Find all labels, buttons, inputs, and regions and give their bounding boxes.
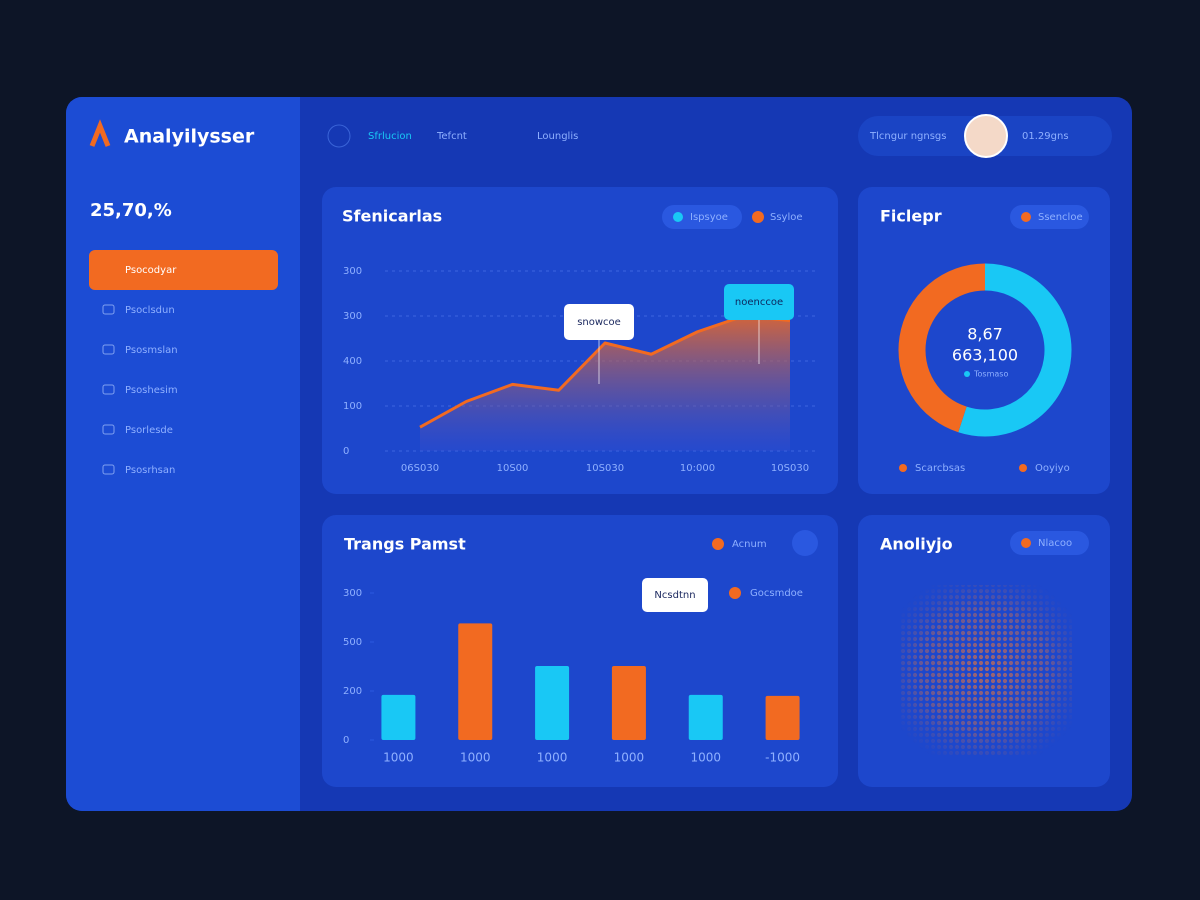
- x-tick-label: 1000: [460, 751, 491, 765]
- menu-item[interactable]: Psoshesim: [125, 385, 178, 396]
- panel-title: Trangs Pamst: [344, 535, 466, 554]
- avatar[interactable]: [964, 114, 1008, 158]
- user[interactable]: 01.29gns: [1022, 131, 1069, 142]
- logo: [89, 119, 111, 147]
- legend-dot: [899, 464, 907, 472]
- nav-item[interactable]: Sfrlucion: [368, 131, 412, 142]
- center-dot: [964, 371, 970, 377]
- area-line: [419, 314, 791, 429]
- menu-icon: [102, 304, 115, 315]
- legend-label: Ssyloe: [770, 212, 803, 223]
- bar: [765, 695, 800, 740]
- area-fill: [420, 316, 790, 451]
- x-tick-label: 10S00: [497, 463, 529, 474]
- legend-pill: [662, 205, 742, 229]
- menu-item[interactable]: Psosmslan: [125, 345, 178, 356]
- y-tick-label: 0: [343, 446, 349, 457]
- y-tick-label: 0: [343, 735, 349, 746]
- heatmap: [900, 585, 1072, 755]
- panel: [322, 515, 838, 787]
- menu-item[interactable]: Psocodyar: [125, 265, 177, 276]
- x-tick-label: 10S030: [771, 463, 809, 474]
- y-tick-label: 300: [343, 266, 362, 277]
- panel-title: Anoliyjo: [880, 535, 953, 554]
- center-label: Tosmaso: [973, 370, 1008, 379]
- nav-item[interactable]: Lounglis: [537, 131, 578, 142]
- legend-label: Acnum: [732, 539, 767, 550]
- x-tick-label: -1000: [765, 751, 800, 765]
- y-tick-label: 300: [343, 588, 362, 599]
- menu-icon: [102, 344, 115, 355]
- y-tick-label: 200: [343, 686, 362, 697]
- callout: [724, 284, 794, 320]
- bar: [458, 623, 493, 740]
- bar: [688, 694, 723, 740]
- legend-dot: [712, 538, 724, 550]
- legend-pill: [1010, 531, 1089, 555]
- center-value: 8,67: [967, 325, 1003, 344]
- bar: [381, 694, 416, 740]
- menu-item[interactable]: Psoclsdun: [125, 305, 175, 316]
- panel: [858, 187, 1110, 494]
- legend-dot: [1021, 212, 1031, 222]
- panel-title: Sfenicarlas: [342, 207, 442, 226]
- callout: [564, 304, 634, 340]
- nav-button[interactable]: [792, 530, 818, 556]
- panel-title: Ficlepr: [880, 207, 942, 226]
- menu-item[interactable]: Psosrhsan: [125, 465, 175, 476]
- bar: [611, 666, 646, 740]
- tooltip: [642, 578, 708, 612]
- nav-item[interactable]: Tefcnt: [436, 131, 467, 142]
- donut-slice: [958, 263, 1072, 437]
- menu-active[interactable]: [89, 250, 278, 290]
- x-tick-label: 1000: [614, 751, 645, 765]
- legend-label: Ssencloe: [1038, 212, 1083, 223]
- center-value: 663,100: [952, 346, 1018, 365]
- menu-item[interactable]: Psorlesde: [125, 425, 173, 436]
- menu-icon: [102, 384, 115, 395]
- x-tick-label: 1000: [537, 751, 568, 765]
- x-tick-label: 10S030: [586, 463, 624, 474]
- legend-dot: [1019, 464, 1027, 472]
- x-tick-label: 1000: [690, 751, 721, 765]
- callout-label: noenccoe: [735, 297, 783, 308]
- legend-label: Ispsyoe: [690, 212, 728, 223]
- search[interactable]: Tlcngur ngnsgs: [869, 131, 947, 142]
- legend-label: Ooyiyo: [1035, 463, 1070, 474]
- stat: 25,70,%: [90, 200, 172, 221]
- legend-dot: [752, 211, 764, 223]
- y-tick-label: 300: [343, 311, 362, 322]
- callout-label: snowcoe: [577, 317, 621, 328]
- y-tick-label: 400: [343, 356, 362, 367]
- nav-icon: [327, 124, 351, 148]
- y-tick-label: 500: [343, 637, 362, 648]
- x-tick-label: 10:000: [680, 463, 715, 474]
- bar: [535, 666, 570, 740]
- legend-dot: [673, 212, 683, 222]
- tooltip-label: Ncsdtnn: [654, 590, 695, 601]
- legend-pill: [1010, 205, 1089, 229]
- menu-icon: [102, 424, 115, 435]
- menu-icon: [102, 464, 115, 475]
- legend-dot: [729, 587, 741, 599]
- y-tick-label: 100: [343, 401, 362, 412]
- legend-label: Nlacoo: [1038, 538, 1072, 549]
- brand: Analyilysser: [124, 126, 255, 148]
- x-tick-label: 06S030: [401, 463, 439, 474]
- legend-label: Gocsmdoe: [750, 588, 803, 599]
- legend-label: Scarcbsas: [915, 463, 965, 474]
- legend-dot: [1021, 538, 1031, 548]
- x-tick-label: 1000: [383, 751, 414, 765]
- donut-slice: [898, 263, 986, 433]
